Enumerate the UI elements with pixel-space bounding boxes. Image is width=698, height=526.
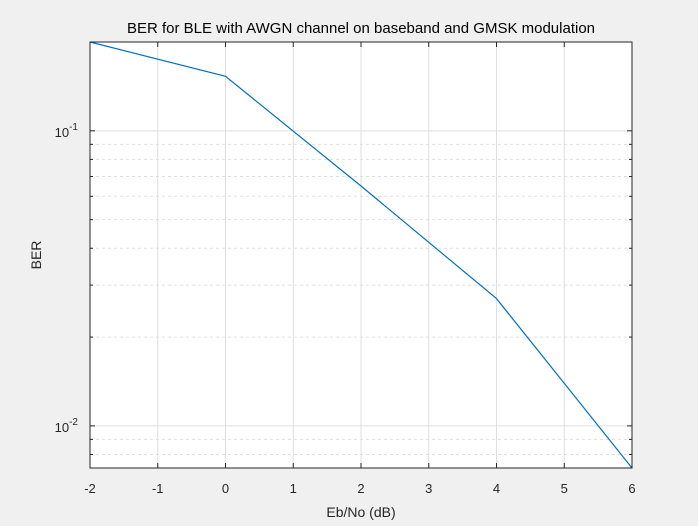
y-tick-labels: 10-210-1 — [55, 122, 79, 435]
chart-title: BER for BLE with AWGN channel on baseban… — [127, 20, 595, 37]
x-tick-label: 2 — [357, 481, 364, 496]
grid-lines — [89, 42, 633, 468]
y-tick-label-base: 10 — [55, 125, 69, 140]
axes-box — [89, 41, 633, 469]
x-axis-label: Eb/No (dB) — [326, 504, 395, 520]
minor-grid-lines — [90, 143, 632, 455]
y-tick-label-exponent: -1 — [69, 122, 78, 133]
x-tick-label: -1 — [152, 481, 164, 496]
x-tick-labels: -2 -1 0 1 2 3 4 5 6 — [84, 481, 635, 496]
y-tick-label-exponent: -2 — [69, 417, 78, 428]
x-tick-label: 4 — [493, 481, 500, 496]
y-tick-label: 10-1 — [55, 122, 79, 140]
x-tick-label: 3 — [425, 481, 432, 496]
y-tick-label-base: 10 — [55, 420, 69, 435]
series-layer — [89, 41, 633, 469]
series-line — [89, 41, 633, 469]
y-axis-label: BER — [28, 241, 44, 270]
x-tick-label: -2 — [84, 481, 96, 496]
y-tick-label: 10-2 — [55, 417, 79, 435]
x-tick-label: 1 — [290, 481, 297, 496]
x-tick-label: 5 — [561, 481, 568, 496]
x-tick-label: 6 — [628, 481, 635, 496]
x-tick-label: 0 — [222, 481, 229, 496]
